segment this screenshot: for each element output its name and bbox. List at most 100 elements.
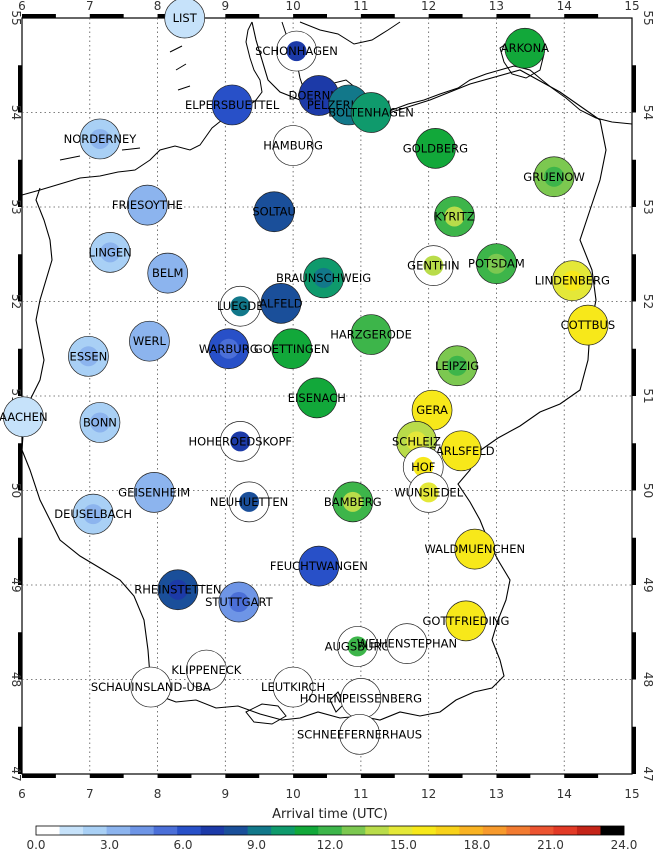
station-marker[interactable]: BOLTENHAGEN (328, 92, 414, 133)
frame-scale-bottom (293, 774, 327, 778)
station-marker[interactable]: SCHNEEFERNERHAUS (297, 713, 422, 755)
station-marker[interactable]: COTTBUS (561, 304, 616, 346)
station-marker[interactable]: GOLDBERG (403, 128, 468, 169)
station-label: NEUHUETTEN (210, 495, 288, 509)
station-core (286, 41, 307, 62)
station-marker[interactable]: CARLSFELD (428, 430, 495, 472)
colorbar-tick-label: 9.0 (247, 838, 266, 850)
station-marker[interactable]: LEUTKIRCH (261, 666, 325, 708)
station-marker[interactable]: SCHAUINSLAND-UBA (91, 666, 211, 708)
station-core (230, 431, 251, 452)
station-marker[interactable]: HARZGERODE (330, 314, 412, 355)
station-marker[interactable]: BAMBERG (324, 481, 382, 523)
station-marker[interactable]: ELPERSBUETTEL (185, 84, 280, 126)
station-marker[interactable]: LEIPZIG (435, 345, 479, 387)
station-core (413, 456, 434, 477)
station-marker[interactable]: GENTHIN (407, 245, 460, 286)
lat-tick-label-right: 53 (641, 199, 654, 214)
station-marker[interactable]: SCHONHAGEN (255, 30, 338, 72)
station-label: GOLDBERG (403, 141, 468, 155)
station-marker[interactable]: KYRITZ (434, 196, 475, 237)
station-marker[interactable]: DEUSELBACH (54, 493, 132, 535)
colorbar-tick-label: 0.0 (26, 838, 45, 850)
station-core (228, 592, 249, 613)
station-core (89, 128, 110, 149)
station-marker[interactable]: GOTTFRIEDING (423, 600, 510, 642)
station-marker[interactable]: NORDERNEY (64, 118, 138, 160)
station-marker[interactable]: ALFELD (259, 283, 303, 324)
colorbar-cell (576, 826, 601, 835)
frame-scale-right (632, 348, 636, 396)
station-marker[interactable]: LINDENBERG (535, 260, 610, 302)
station-marker[interactable]: SOLTAU (252, 191, 296, 233)
station-circle (147, 252, 189, 294)
lon-tick-label-bottom: 9 (222, 787, 230, 801)
map-frame (18, 14, 636, 778)
station-marker[interactable]: NEUHUETTEN (210, 481, 288, 523)
lat-tick-label-right: 51 (641, 388, 654, 403)
station-marker[interactable]: AACHEN (0, 396, 48, 438)
lat-tick-label-right: 47 (641, 766, 654, 781)
station-marker[interactable]: GEISENHEIM (118, 472, 190, 513)
station-marker[interactable]: HOHEROEDSKOPF (188, 421, 292, 462)
station-marker[interactable]: GERA (411, 389, 453, 431)
lat-tick-label-left: 54 (9, 105, 23, 120)
station-marker[interactable]: RHEINSTETTEN (134, 569, 221, 611)
colorbar-cells (35, 825, 625, 836)
station-circle (164, 0, 206, 39)
station-marker[interactable]: HOHENPEISSENBERG (300, 678, 422, 719)
station-marker[interactable]: GRUENOW (523, 156, 585, 198)
station-label: CARLSFELD (428, 444, 495, 458)
station-circle (133, 472, 175, 513)
national-border (21, 21, 607, 721)
station-marker[interactable]: FEUCHTWANGEN (270, 545, 368, 587)
station-label: BRAUNSCHWEIG (276, 271, 371, 285)
station-marker[interactable]: ESSEN (68, 335, 109, 377)
station-marker[interactable]: WUNSIEDEL (394, 472, 464, 513)
station-marker[interactable]: BONN (79, 402, 121, 443)
station-label: FEUCHTWANGEN (270, 559, 368, 573)
station-marker[interactable]: LINGEN (89, 232, 132, 273)
station-label: RHEINSTETTEN (134, 583, 221, 597)
station-label: GRUENOW (523, 170, 585, 184)
station-marker[interactable]: POTSDAM (468, 243, 525, 285)
station-marker[interactable]: KLIPPENECK (171, 649, 242, 691)
station-core (167, 579, 188, 600)
lon-tick-label-bottom: 11 (353, 787, 368, 801)
frame-scale-bottom (428, 774, 463, 778)
station-marker[interactable]: BELM (147, 252, 189, 294)
station-core (218, 338, 239, 359)
station-circle (440, 430, 482, 472)
station-label: LIST (173, 11, 198, 25)
station-marker[interactable]: WERL (129, 320, 170, 362)
station-marker[interactable]: WALDMUENCHEN (424, 528, 525, 570)
station-label: HAMBURG (263, 139, 323, 153)
station-core (239, 491, 260, 512)
station-marker[interactable]: BRAUNSCHWEIG (276, 257, 371, 299)
station-marker[interactable]: GOETTINGEN (254, 328, 330, 370)
station-marker[interactable]: LIST (164, 0, 206, 39)
station-marker[interactable]: EISENACH (288, 377, 346, 419)
station-label: ELPERSBUETTEL (185, 98, 280, 112)
station-marker[interactable]: LUEGDE (217, 285, 264, 327)
station-label: ESSEN (70, 349, 108, 363)
station-label: COTTBUS (561, 318, 616, 332)
frame-scale-right (632, 726, 636, 774)
lon-tick-label-top: 9 (222, 0, 230, 13)
station-marker[interactable]: ARKONA (501, 27, 549, 69)
station-marker[interactable]: STUTTGART (205, 581, 274, 623)
lon-tick-label-bottom: 10 (285, 787, 300, 801)
station-label: HOF (411, 460, 435, 474)
station-marker[interactable]: HAMBURG (263, 125, 323, 166)
station-marker[interactable]: FRIESOYTHE (112, 184, 183, 226)
station-core (230, 296, 251, 317)
colorbar-cell (130, 826, 154, 835)
frame-scale-right (632, 254, 636, 302)
station-marker[interactable]: AUGSBURG (325, 626, 391, 667)
station-marker[interactable]: WEIHENSTEPHAN (357, 623, 457, 664)
station-label: HOHENPEISSENBERG (300, 691, 422, 705)
station-label: BELM (152, 266, 184, 280)
frame-scale-left (18, 443, 22, 491)
colorbar-tick-label: 6.0 (173, 838, 192, 850)
station-marker[interactable]: WARBURG (199, 328, 259, 370)
